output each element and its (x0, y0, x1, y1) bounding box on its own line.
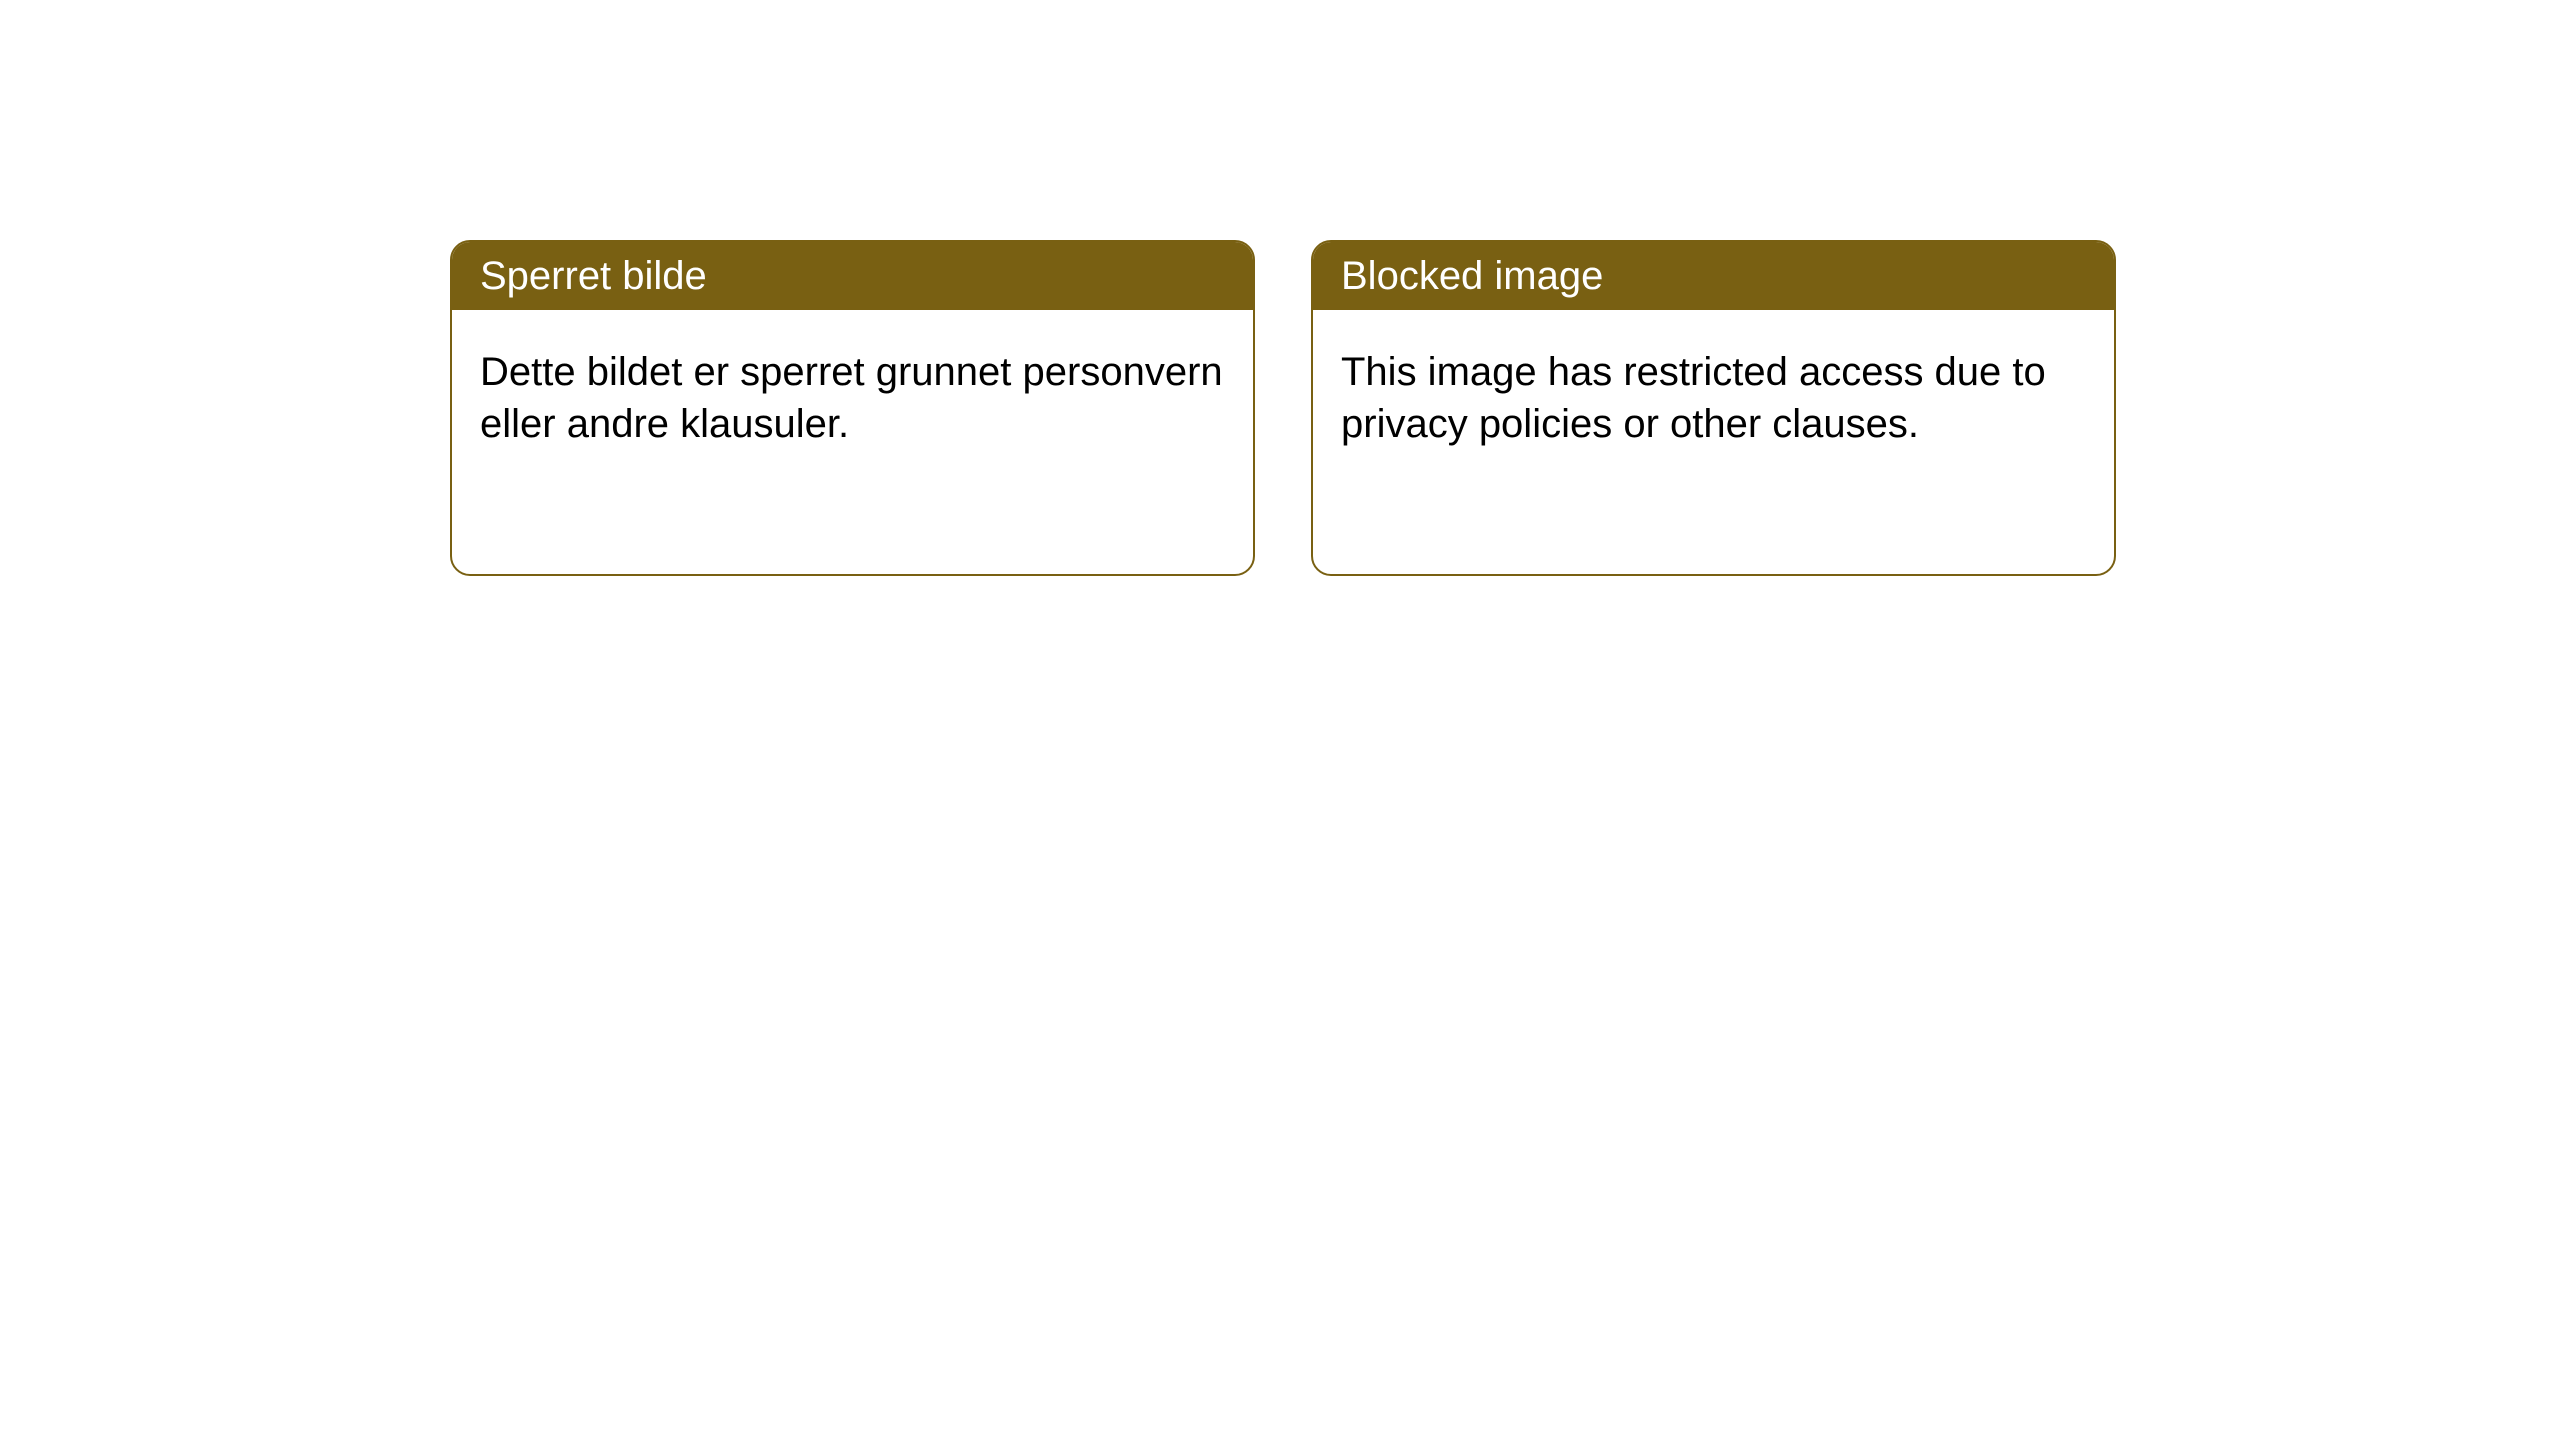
card-body-text: Dette bildet er sperret grunnet personve… (452, 310, 1253, 486)
blocked-image-card-norwegian: Sperret bilde Dette bildet er sperret gr… (450, 240, 1255, 576)
card-body-text: This image has restricted access due to … (1313, 310, 2114, 486)
blocked-image-card-english: Blocked image This image has restricted … (1311, 240, 2116, 576)
notice-cards-container: Sperret bilde Dette bildet er sperret gr… (0, 0, 2560, 576)
card-title: Blocked image (1313, 242, 2114, 310)
card-title: Sperret bilde (452, 242, 1253, 310)
